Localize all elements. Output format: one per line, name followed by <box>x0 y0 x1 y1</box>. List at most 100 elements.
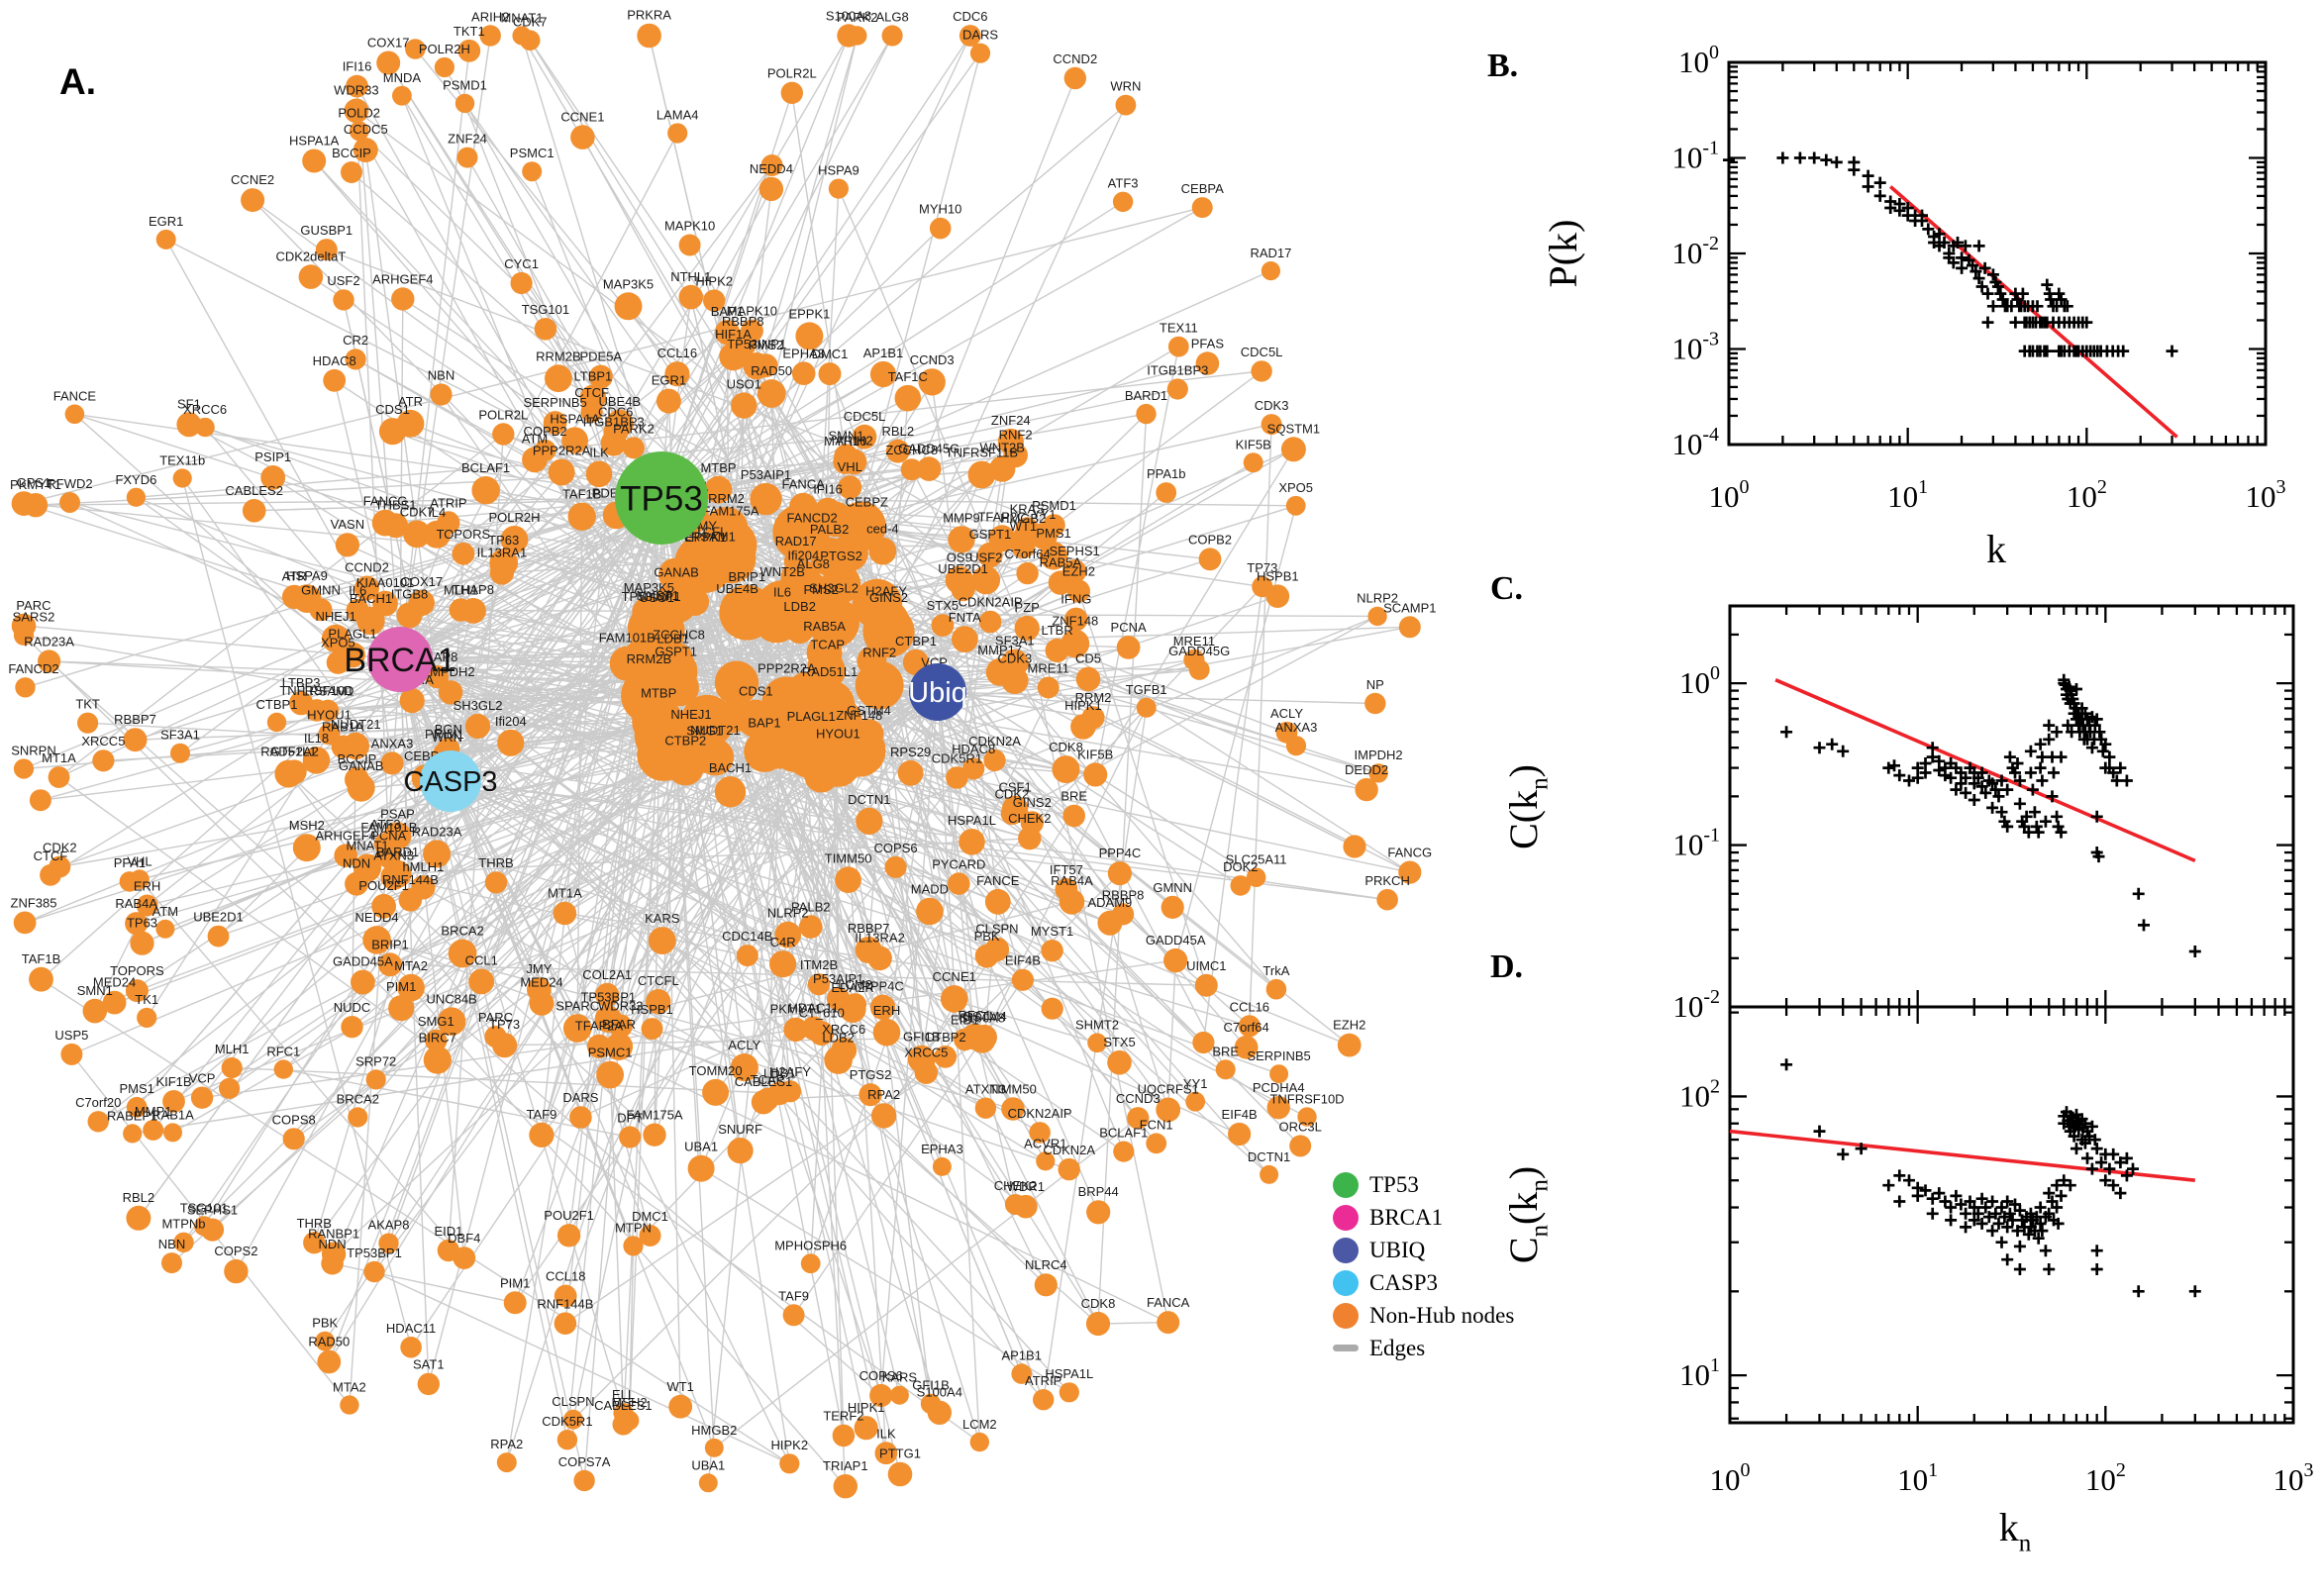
network-edge <box>218 720 839 938</box>
network-node-label: EPHA3 <box>782 346 825 360</box>
network-node <box>59 492 80 513</box>
network-edge <box>1109 923 1169 1111</box>
network-edge <box>1174 505 1297 961</box>
network-node <box>1039 542 1068 570</box>
network-node-label: CDKN2A <box>1043 1143 1095 1157</box>
network-node <box>534 439 556 461</box>
network-node-label: CCL16 <box>657 346 697 360</box>
network-node-label: STX5 <box>1103 1035 1136 1049</box>
fit-line <box>1729 1129 2195 1182</box>
network-node <box>354 575 379 601</box>
network-node-label: MMP1 <box>135 1104 172 1119</box>
network-edge <box>541 733 870 1136</box>
network-node <box>623 437 645 459</box>
network-node <box>1269 1064 1289 1084</box>
network-node-label: CDK8 <box>1049 740 1083 754</box>
network-node-label: CDKN2A <box>968 734 1021 748</box>
network-node <box>656 388 681 414</box>
network-edge <box>1249 424 1272 1027</box>
network-node-label: DEDD2 <box>1345 762 1388 777</box>
network-edge <box>393 875 783 965</box>
network-node-label: LCM2 <box>838 977 872 992</box>
network-node-label: MSH2 <box>289 818 325 833</box>
network-node-label: GFI1B <box>903 1030 941 1045</box>
network-node-label: PARC <box>16 598 50 613</box>
network-node <box>170 743 190 763</box>
network-edge <box>660 35 893 499</box>
network-edge <box>660 388 1178 499</box>
data-points <box>1780 673 2201 957</box>
network-node <box>1020 811 1045 835</box>
tick-label: 102 <box>2067 476 2107 514</box>
network-node <box>219 1077 241 1099</box>
network-node-label: LDB1 <box>763 1066 796 1081</box>
network-node <box>1156 1097 1181 1123</box>
network-node-label: MNAT1 <box>346 838 388 852</box>
network-edge <box>781 615 1270 1175</box>
network-edge <box>881 1007 932 1404</box>
network-node <box>1045 638 1069 663</box>
network-node <box>126 487 146 507</box>
network-node <box>292 834 321 862</box>
legend-item-casp3: CASP3 <box>1333 1266 1514 1299</box>
network-node <box>190 1086 214 1109</box>
network-node-label: BRCA2 <box>441 924 483 939</box>
network-node-label: CDK3 <box>1255 398 1289 413</box>
network-node-label: ACLY <box>728 1038 760 1052</box>
network-node-label: VASN <box>331 517 364 532</box>
network-edge <box>755 718 980 1443</box>
network-edge <box>514 691 939 1304</box>
network-node <box>783 1017 808 1043</box>
network-node <box>643 1123 666 1147</box>
network-edge <box>399 658 430 1384</box>
network-node <box>519 30 541 50</box>
network-node-label: TNFRSF10D <box>1269 1091 1344 1106</box>
network-node <box>687 545 732 589</box>
network-node <box>1001 1097 1025 1121</box>
network-node-label: RAB5A <box>803 619 846 634</box>
network-node <box>13 911 37 935</box>
network-node <box>1052 755 1080 784</box>
network-edge <box>615 35 850 434</box>
network-node-label: RNF144B <box>382 872 439 887</box>
network-node-label: THRB <box>478 855 513 870</box>
network-node <box>460 598 486 624</box>
network-node-label: MYH10 <box>919 202 961 217</box>
network-node <box>889 1385 909 1405</box>
network-node-label: BFAR <box>602 1017 636 1032</box>
network-node <box>619 1410 640 1431</box>
network-node-label: UQCRFS1 <box>1138 1082 1199 1097</box>
network-node-label: S100A4 <box>917 1385 962 1400</box>
brca1-swatch-icon <box>1333 1204 1359 1231</box>
network-edge <box>59 755 705 868</box>
network-node-label: CHEK2 <box>994 1178 1037 1193</box>
network-node-label: CDK2 <box>995 787 1030 802</box>
network-node <box>341 1016 363 1039</box>
network-node-label: MNAT1 <box>500 10 543 25</box>
network-node-label: NDN <box>343 856 370 871</box>
network-node <box>77 712 99 734</box>
network-edge <box>139 878 465 1259</box>
network-node-label: MAPK10 <box>727 304 777 319</box>
network-edge <box>628 1246 635 1421</box>
network-node-label: MMP9 <box>943 510 980 525</box>
network-node-label: RAB4A <box>1051 873 1093 888</box>
network-node-label: PLAGL1 <box>787 709 836 724</box>
network-node-label: TCAP <box>810 637 845 651</box>
network-node-label: USP5 <box>54 1028 88 1043</box>
network-node <box>1011 1363 1032 1384</box>
legend-label: BRCA1 <box>1369 1204 1444 1230</box>
network-node <box>586 1034 612 1058</box>
network-node-label: CCL1 <box>465 953 498 968</box>
network-node-label: FAM175A <box>626 1107 682 1122</box>
network-edge <box>450 780 1027 1208</box>
network-node-label: NBN <box>158 1237 185 1251</box>
network-node <box>334 844 358 867</box>
network-node-label: CABLES2 <box>225 483 283 498</box>
network-node-label: CEBPA <box>1181 181 1224 196</box>
network-node-label: DMC1 <box>812 347 849 361</box>
network-node <box>916 897 944 926</box>
network-node-label: RABEP1 <box>107 1108 157 1123</box>
network-node-label: CCND2 <box>345 560 389 575</box>
network-node <box>563 1409 583 1430</box>
